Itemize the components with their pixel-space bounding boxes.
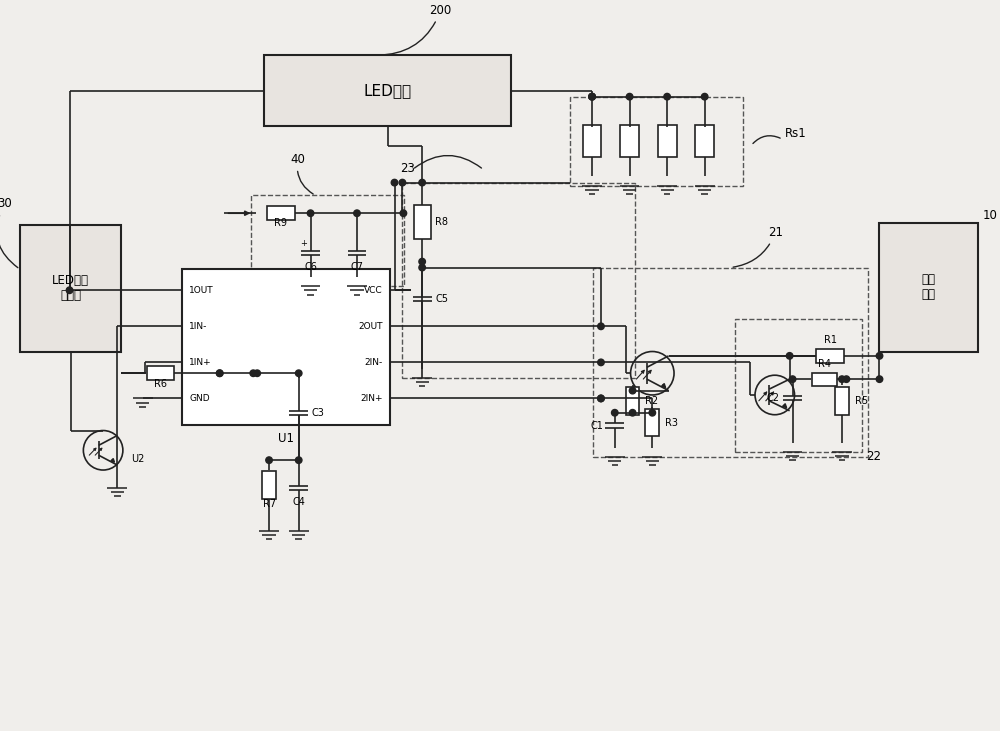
Bar — [402, 183, 635, 378]
Text: R6: R6 — [154, 379, 167, 389]
Circle shape — [391, 179, 398, 186]
Text: C6: C6 — [304, 262, 317, 271]
Bar — [735, 319, 862, 452]
Bar — [816, 349, 844, 363]
Circle shape — [295, 457, 302, 463]
Circle shape — [598, 323, 604, 330]
Bar — [262, 471, 276, 499]
Circle shape — [307, 210, 314, 216]
Text: R1: R1 — [824, 335, 837, 345]
Circle shape — [664, 94, 670, 100]
Circle shape — [598, 395, 604, 402]
Text: 2IN+: 2IN+ — [360, 394, 383, 403]
Text: U1: U1 — [278, 432, 294, 445]
Bar — [583, 125, 601, 157]
Circle shape — [295, 370, 302, 376]
Text: R7: R7 — [263, 499, 276, 509]
Circle shape — [266, 457, 272, 463]
Bar — [264, 55, 511, 126]
Circle shape — [701, 94, 708, 100]
Text: 22: 22 — [866, 450, 881, 463]
Circle shape — [598, 395, 604, 402]
Circle shape — [254, 370, 260, 376]
Text: +: + — [300, 239, 307, 249]
Text: R3: R3 — [665, 417, 678, 428]
Text: R8: R8 — [435, 217, 448, 227]
Circle shape — [589, 94, 595, 100]
Text: 30: 30 — [0, 197, 18, 268]
Circle shape — [629, 409, 636, 416]
Bar — [620, 125, 639, 157]
Circle shape — [66, 287, 73, 294]
Circle shape — [598, 359, 604, 366]
Circle shape — [589, 94, 595, 100]
Bar — [147, 366, 174, 380]
Circle shape — [876, 376, 883, 382]
Circle shape — [839, 376, 845, 382]
Bar — [879, 223, 978, 352]
Circle shape — [400, 210, 407, 216]
Circle shape — [589, 94, 595, 100]
Text: C1: C1 — [590, 420, 603, 431]
Circle shape — [399, 179, 406, 186]
Bar — [251, 195, 404, 287]
Text: 40: 40 — [290, 153, 313, 194]
Text: C5: C5 — [435, 294, 448, 304]
Circle shape — [419, 258, 425, 265]
Text: 1IN-: 1IN- — [189, 322, 207, 331]
Text: Rs1: Rs1 — [785, 126, 806, 140]
Text: 23: 23 — [400, 162, 415, 175]
Bar — [812, 373, 837, 385]
Text: 21: 21 — [733, 226, 783, 267]
Circle shape — [354, 210, 360, 216]
Bar — [658, 125, 677, 157]
Bar — [20, 225, 121, 352]
Circle shape — [612, 409, 618, 416]
Bar — [835, 387, 849, 414]
Text: C3: C3 — [312, 408, 324, 417]
Bar — [414, 205, 431, 239]
Circle shape — [786, 352, 793, 359]
Bar — [570, 96, 743, 186]
Circle shape — [419, 265, 425, 270]
Circle shape — [876, 352, 883, 359]
Circle shape — [649, 409, 656, 416]
Text: C7: C7 — [350, 262, 363, 271]
Circle shape — [843, 376, 850, 382]
Text: 200: 200 — [378, 4, 452, 55]
Text: LED灯组: LED灯组 — [364, 83, 412, 98]
Text: 1OUT: 1OUT — [189, 286, 214, 295]
Text: U2: U2 — [131, 454, 144, 464]
Circle shape — [419, 179, 425, 186]
Text: R4: R4 — [818, 360, 831, 369]
Circle shape — [216, 370, 223, 376]
Circle shape — [789, 376, 796, 382]
Bar — [626, 387, 639, 415]
Bar — [267, 206, 295, 220]
Text: 10: 10 — [982, 209, 997, 222]
Text: R9: R9 — [274, 218, 287, 228]
Text: R5: R5 — [855, 396, 868, 406]
Text: 1IN+: 1IN+ — [189, 358, 212, 367]
Circle shape — [250, 370, 257, 376]
Text: C4: C4 — [292, 496, 305, 507]
Circle shape — [626, 94, 633, 100]
Text: LED背光
驱动器: LED背光 驱动器 — [52, 274, 89, 303]
Text: 主控
制器: 主控 制器 — [922, 273, 936, 301]
Text: 2OUT: 2OUT — [358, 322, 383, 331]
Text: C2: C2 — [767, 393, 780, 403]
Text: R2: R2 — [645, 396, 659, 406]
Bar — [593, 268, 868, 457]
Text: GND: GND — [189, 394, 210, 403]
Circle shape — [216, 370, 223, 376]
Text: 2IN-: 2IN- — [364, 358, 383, 367]
Circle shape — [629, 387, 636, 394]
Bar — [182, 268, 390, 425]
Bar — [695, 125, 714, 157]
Bar — [645, 409, 659, 436]
Text: VCC: VCC — [364, 286, 383, 295]
